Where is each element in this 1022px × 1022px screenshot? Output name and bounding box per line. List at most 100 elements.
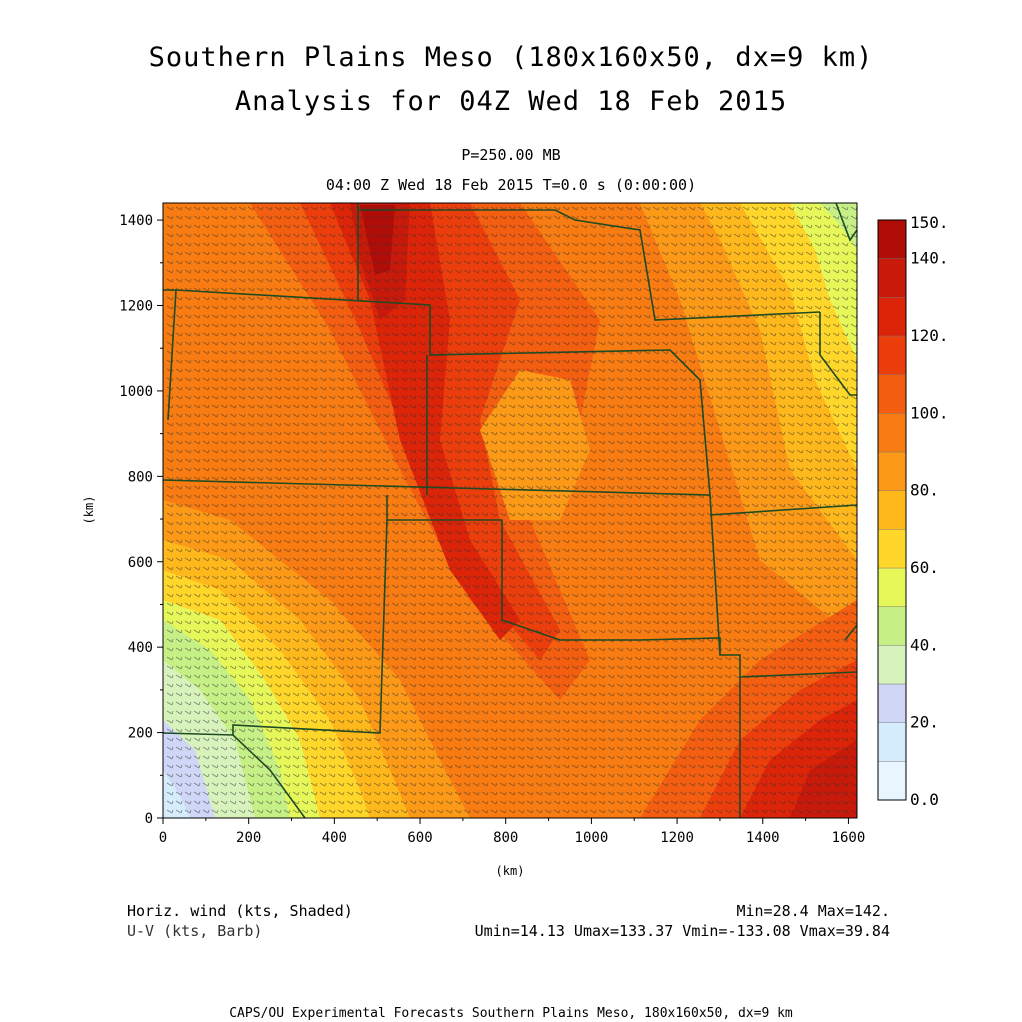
wind-barb bbox=[751, 323, 759, 328]
wind-barb bbox=[346, 251, 354, 256]
wind-barb bbox=[472, 323, 480, 328]
wind-barb bbox=[589, 242, 597, 247]
wind-barb bbox=[724, 557, 732, 562]
wind-barb bbox=[616, 440, 624, 445]
wind-barb bbox=[355, 530, 363, 535]
wind-barb bbox=[202, 431, 210, 436]
wind-barb bbox=[571, 296, 579, 301]
wind-barb bbox=[337, 449, 345, 454]
wind-barb bbox=[625, 557, 633, 562]
wind-barb bbox=[490, 566, 498, 571]
wind-barb bbox=[769, 242, 777, 247]
wind-barb bbox=[436, 269, 444, 274]
wind-barb bbox=[571, 323, 579, 328]
wind-barb bbox=[454, 566, 462, 571]
wind-barb bbox=[643, 251, 651, 256]
wind-barb bbox=[679, 314, 687, 319]
wind-barb bbox=[355, 332, 363, 337]
wind-barb bbox=[175, 566, 183, 571]
wind-barb bbox=[373, 332, 381, 337]
wind-barb bbox=[796, 269, 804, 274]
wind-barb bbox=[418, 314, 426, 319]
wind-barb bbox=[643, 548, 651, 553]
wind-barb bbox=[697, 242, 705, 247]
wind-barb bbox=[715, 251, 723, 256]
wind-barb bbox=[472, 359, 480, 364]
wind-barb bbox=[283, 341, 291, 346]
wind-barb bbox=[418, 341, 426, 346]
wind-barb bbox=[598, 287, 606, 292]
wind-barb bbox=[355, 323, 363, 328]
wind-barb bbox=[679, 521, 687, 526]
wind-barb bbox=[463, 548, 471, 553]
wind-barb bbox=[832, 440, 840, 445]
wind-barb bbox=[409, 476, 417, 481]
wind-barb bbox=[328, 503, 336, 508]
wind-barb bbox=[535, 251, 543, 256]
wind-barb bbox=[220, 332, 228, 337]
wind-barb bbox=[481, 323, 489, 328]
wind-barb bbox=[409, 278, 417, 283]
wind-barb bbox=[274, 215, 282, 220]
wind-barb bbox=[274, 485, 282, 490]
wind-barb bbox=[508, 278, 516, 283]
wind-barb bbox=[670, 431, 678, 436]
wind-barb bbox=[409, 404, 417, 409]
wind-barb bbox=[490, 467, 498, 472]
wind-barb bbox=[238, 431, 246, 436]
wind-barb bbox=[823, 206, 831, 211]
wind-barb bbox=[706, 377, 714, 382]
wind-barb bbox=[184, 368, 192, 373]
wind-barb bbox=[616, 413, 624, 418]
wind-barb bbox=[364, 251, 372, 256]
wind-barb bbox=[841, 557, 849, 562]
wind-barb bbox=[202, 251, 210, 256]
wind-barb bbox=[652, 233, 660, 238]
wind-barb bbox=[166, 260, 174, 265]
wind-barb bbox=[301, 395, 309, 400]
wind-barb bbox=[481, 413, 489, 418]
wind-barb bbox=[328, 215, 336, 220]
wind-barb bbox=[283, 206, 291, 211]
wind-barb bbox=[490, 359, 498, 364]
wind-barb bbox=[373, 260, 381, 265]
wind-barb bbox=[454, 278, 462, 283]
wind-barb bbox=[634, 557, 642, 562]
wind-barb bbox=[364, 575, 372, 580]
wind-barb bbox=[661, 431, 669, 436]
wind-barb bbox=[625, 530, 633, 535]
wind-barb bbox=[508, 512, 516, 517]
wind-barb bbox=[517, 368, 525, 373]
wind-barb bbox=[355, 359, 363, 364]
wind-barb bbox=[472, 521, 480, 526]
wind-barb bbox=[319, 521, 327, 526]
wind-barb bbox=[526, 323, 534, 328]
wind-barb bbox=[355, 395, 363, 400]
wind-barb bbox=[508, 539, 516, 544]
wind-barb bbox=[607, 287, 615, 292]
wind-barb bbox=[256, 323, 264, 328]
wind-barb bbox=[697, 323, 705, 328]
wind-barb bbox=[733, 404, 741, 409]
wind-barb bbox=[274, 422, 282, 427]
wind-barb bbox=[778, 296, 786, 301]
wind-barb bbox=[436, 341, 444, 346]
wind-barb bbox=[751, 458, 759, 463]
wind-barb bbox=[715, 377, 723, 382]
wind-barb bbox=[742, 440, 750, 445]
wind-barb bbox=[553, 260, 561, 265]
wind-barb bbox=[769, 251, 777, 256]
wind-barb bbox=[652, 530, 660, 535]
wind-barb bbox=[454, 467, 462, 472]
wind-barb bbox=[454, 296, 462, 301]
wind-barb bbox=[562, 368, 570, 373]
wind-barb bbox=[400, 521, 408, 526]
wind-barb bbox=[760, 377, 768, 382]
wind-barb bbox=[283, 413, 291, 418]
wind-barb bbox=[184, 332, 192, 337]
wind-barb bbox=[481, 233, 489, 238]
wind-barb bbox=[436, 548, 444, 553]
wind-barb bbox=[508, 368, 516, 373]
wind-barb bbox=[364, 323, 372, 328]
wind-barb bbox=[526, 224, 534, 229]
